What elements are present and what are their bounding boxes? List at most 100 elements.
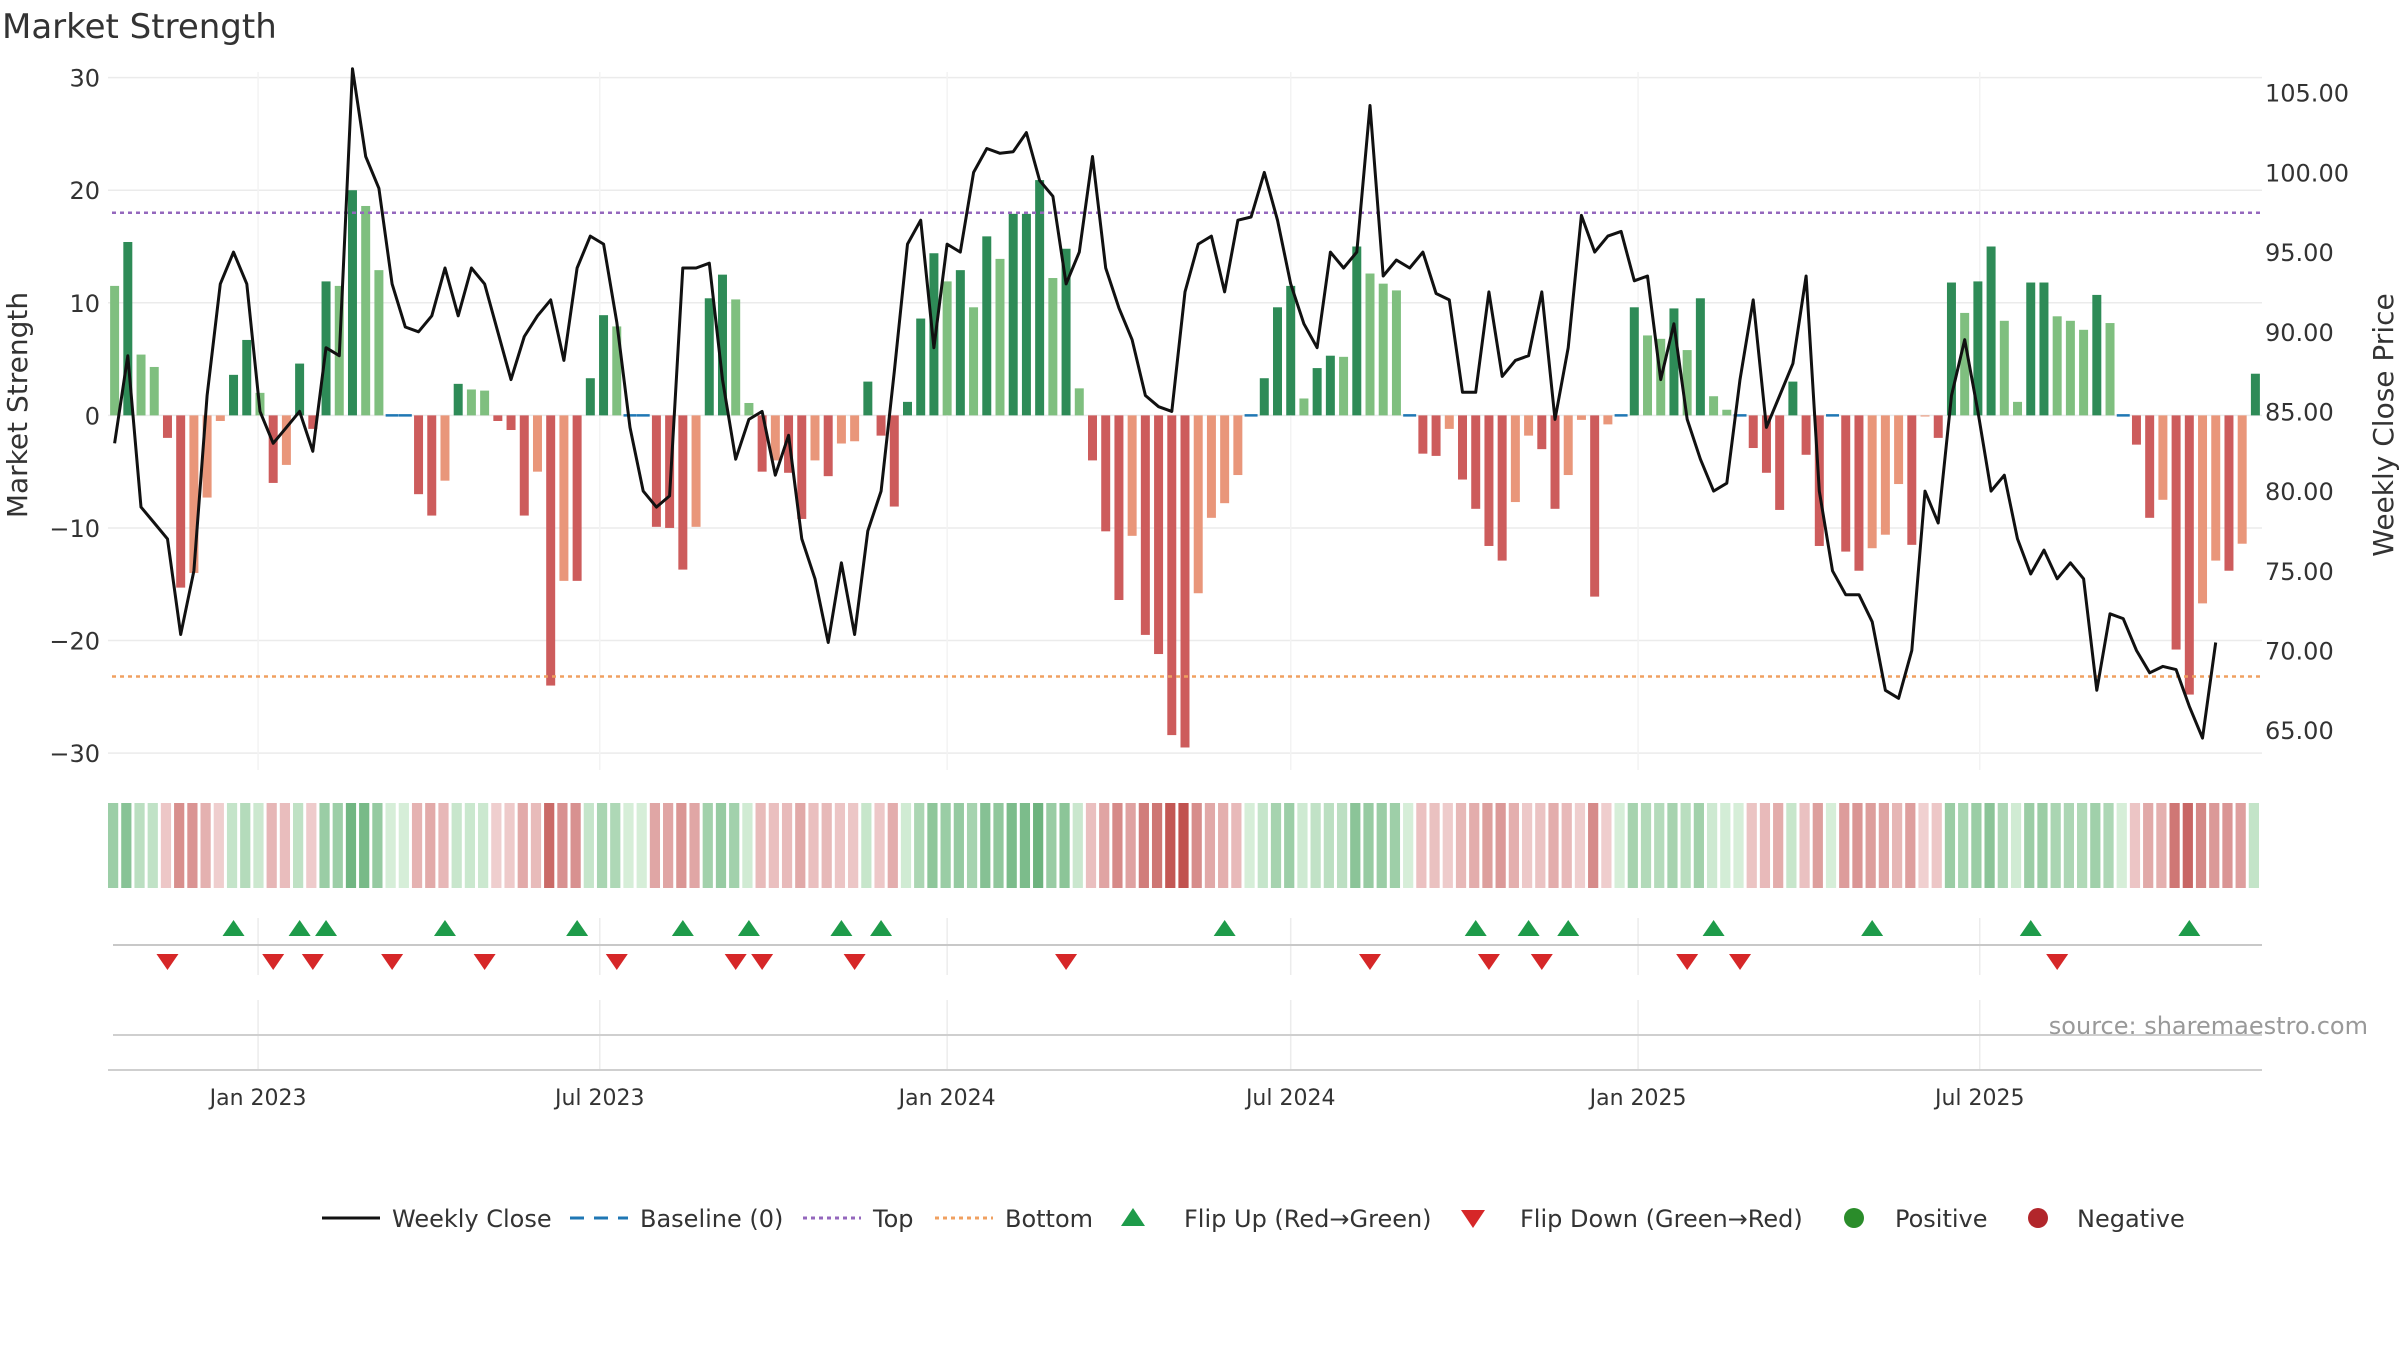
strip-cell — [438, 803, 449, 888]
strength-bar — [1088, 415, 1097, 461]
strength-bar — [850, 415, 860, 442]
flip-down-marker — [2046, 954, 2069, 970]
strength-bar — [1576, 415, 1586, 420]
strength-bar — [757, 415, 767, 472]
strip-cell — [1231, 803, 1242, 888]
strip-cell — [570, 803, 581, 888]
flip-down-marker — [843, 954, 866, 970]
flip-down-marker — [1477, 954, 1500, 970]
flip-down-marker — [1530, 954, 1553, 970]
strength-bar — [1788, 381, 1798, 416]
strength-bar — [347, 190, 357, 416]
strength-bar — [519, 415, 529, 516]
strip-cell — [517, 803, 528, 888]
strength-bar — [1471, 415, 1481, 509]
strength-bar — [1101, 415, 1111, 532]
weekly-close-series — [113, 67, 2218, 740]
strength-bar — [599, 315, 609, 416]
legend-label: Flip Down (Green→Red) — [1520, 1205, 1803, 1233]
strip-cell — [1706, 803, 1718, 888]
strip-cell — [385, 803, 396, 888]
legend-item: Top — [803, 1205, 914, 1233]
strip-cell — [464, 803, 476, 888]
strength-bar — [1484, 415, 1494, 546]
strip-cell — [1125, 803, 1136, 888]
strip-cell — [1588, 803, 1599, 888]
strength-bar — [2211, 415, 2221, 561]
y-axis-title: Market Strength — [1, 292, 34, 518]
strength-bar — [902, 401, 912, 416]
strength-bar — [2171, 415, 2181, 650]
strength-bar — [295, 363, 305, 416]
strip-cell — [200, 803, 211, 888]
flip-down-marker — [724, 954, 747, 970]
strength-bar — [1154, 415, 1164, 655]
flip-up-marker — [315, 920, 338, 936]
strip-cell — [795, 803, 806, 888]
strip-cell — [1403, 803, 1414, 888]
y2-tick-label: 100.00 — [2265, 159, 2349, 187]
legend-label: Negative — [2077, 1205, 2185, 1233]
y-tick-label: −30 — [49, 740, 100, 768]
strip-cell — [372, 803, 383, 888]
strength-bar — [427, 415, 437, 516]
strength-bar — [1352, 246, 1362, 416]
strip-cell — [1336, 803, 1348, 888]
strength-bar — [585, 378, 595, 416]
strip-cell — [1601, 803, 1612, 888]
strength-bar — [2105, 323, 2115, 416]
flip-down-marker — [473, 954, 496, 970]
strip-cell — [2076, 803, 2088, 888]
strength-bar — [1220, 415, 1230, 504]
legend-label: Weekly Close — [392, 1205, 552, 1233]
strength-bar — [374, 270, 384, 416]
strength-bar — [1312, 368, 1322, 416]
strip-cell — [729, 803, 740, 888]
strip-cell — [1746, 803, 1757, 888]
strip-cell — [332, 803, 343, 888]
strength-bar — [1748, 415, 1758, 449]
legend-swatch-circle — [1844, 1208, 1864, 1228]
strip-cell — [1284, 803, 1295, 888]
strength-bar — [704, 298, 714, 416]
strip-cell — [504, 803, 515, 888]
strength-bar — [1140, 415, 1150, 635]
strength-bar — [1206, 415, 1216, 518]
strength-bar — [1946, 282, 1956, 416]
strength-bar — [1537, 415, 1547, 450]
y-tick-label: 20 — [69, 177, 100, 205]
x-tick-label: Jan 2023 — [208, 1086, 307, 1111]
strip-cell — [1363, 803, 1374, 888]
strength-bar — [2079, 329, 2089, 416]
strength-bar — [1854, 415, 1864, 571]
strength-bar — [651, 415, 661, 527]
strip-cell — [240, 803, 251, 888]
y2-tick-label: 75.00 — [2265, 558, 2334, 586]
strength-bar — [1986, 246, 1996, 416]
strength-bar — [1920, 415, 1930, 417]
strength-bar — [1193, 415, 1203, 594]
strip-cell — [1191, 803, 1202, 888]
strip-cell — [848, 803, 859, 888]
strength-bar — [731, 299, 741, 416]
flip-up-marker — [1557, 920, 1580, 936]
strip-cell — [1654, 803, 1665, 888]
flip-down-marker — [1055, 954, 1078, 970]
strength-bar — [123, 241, 133, 416]
strip-cell — [874, 803, 885, 888]
strength-bar — [969, 307, 979, 416]
flip-up-marker — [288, 920, 311, 936]
strength-bar — [308, 415, 318, 429]
flip-up-marker — [2019, 920, 2042, 936]
strength-bar — [189, 415, 199, 573]
strip-cell — [345, 803, 357, 888]
y-tick-label: −20 — [49, 628, 100, 656]
strip-cell — [1138, 803, 1149, 888]
strength-bar — [1933, 415, 1943, 438]
strength-bar — [1682, 350, 1692, 416]
strip-cell — [134, 803, 145, 888]
strip-cell — [174, 803, 185, 888]
strength-bar — [1233, 415, 1243, 476]
strength-bar — [823, 415, 833, 477]
